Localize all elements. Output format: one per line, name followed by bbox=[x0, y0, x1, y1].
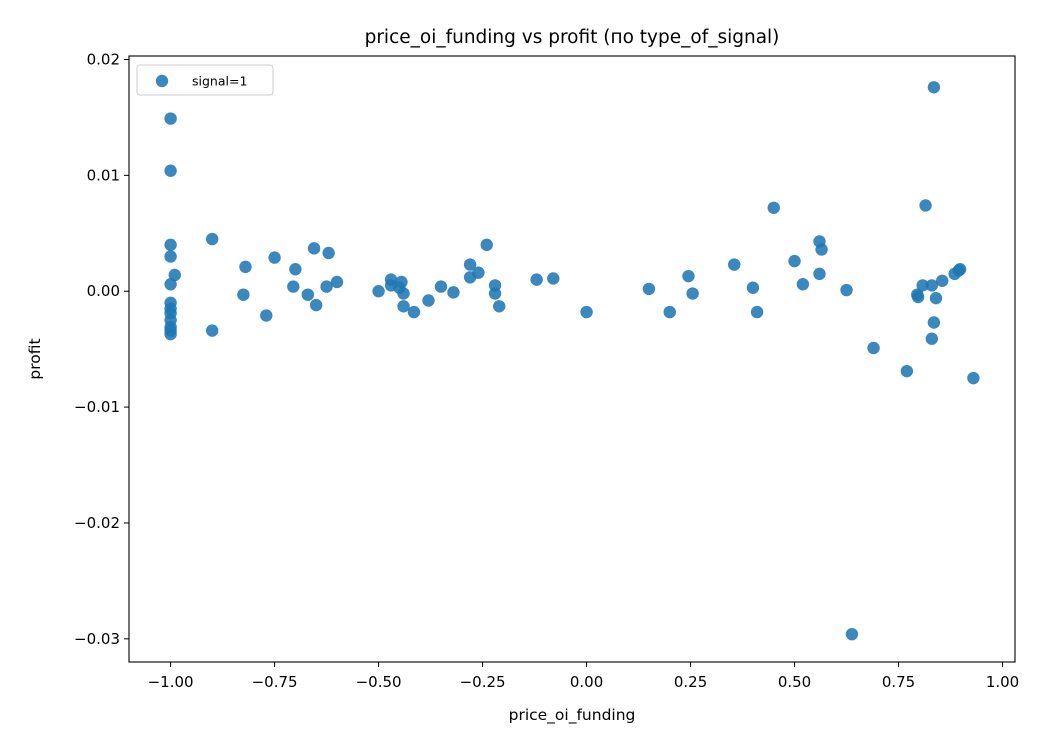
data-point bbox=[422, 294, 435, 307]
data-point bbox=[289, 263, 302, 276]
y-tick-label: 0.01 bbox=[87, 166, 120, 184]
data-point bbox=[493, 300, 506, 313]
x-tick-label: 0.50 bbox=[778, 673, 811, 691]
y-tick-label: −0.03 bbox=[74, 630, 120, 648]
legend: signal=1 bbox=[136, 64, 274, 96]
data-point bbox=[919, 199, 932, 212]
data-point bbox=[845, 627, 859, 641]
data-point bbox=[205, 232, 219, 246]
data-point bbox=[268, 251, 281, 264]
y-tick-label: 0.00 bbox=[87, 282, 120, 300]
data-point bbox=[728, 258, 741, 271]
plot-frame bbox=[128, 55, 1016, 663]
data-point bbox=[682, 269, 695, 283]
x-tick-label: 0.75 bbox=[882, 673, 915, 691]
data-point bbox=[287, 280, 300, 293]
data-point bbox=[953, 263, 967, 276]
legend-marker bbox=[155, 74, 169, 88]
data-point bbox=[397, 300, 410, 313]
data-point bbox=[642, 282, 656, 296]
data-point bbox=[867, 341, 880, 355]
plot-area bbox=[128, 55, 1016, 663]
data-point bbox=[164, 327, 177, 341]
data-point bbox=[788, 254, 801, 268]
x-axis: −1.00 −0.75 −0.50 −0.25 0.00 0.25 0.50 0.75 1.00 bbox=[148, 662, 1019, 691]
legend-label: signal=1 bbox=[192, 74, 247, 89]
data-point bbox=[322, 246, 335, 260]
data-point bbox=[205, 324, 219, 337]
data-point bbox=[796, 278, 810, 291]
data-point bbox=[480, 238, 493, 252]
data-point bbox=[447, 286, 460, 299]
data-point bbox=[397, 287, 410, 300]
data-point bbox=[580, 305, 593, 319]
data-point bbox=[164, 164, 177, 177]
data-point bbox=[309, 298, 323, 312]
x-tick-label: 0.25 bbox=[674, 673, 707, 691]
data-point bbox=[750, 305, 764, 319]
x-tick-label: −0.75 bbox=[252, 673, 298, 691]
data-point bbox=[372, 285, 385, 298]
data-point bbox=[330, 275, 344, 289]
y-tick-label: −0.01 bbox=[74, 398, 120, 416]
data-point bbox=[164, 250, 177, 263]
chart-title: price_oi_funding vs profit (по type_of_s… bbox=[365, 27, 780, 48]
x-tick-label: −0.50 bbox=[356, 673, 402, 691]
data-point bbox=[488, 287, 502, 300]
x-tick-label: −1.00 bbox=[148, 673, 194, 691]
data-point bbox=[472, 266, 485, 279]
data-point bbox=[547, 272, 560, 285]
x-axis-label: price_oi_funding bbox=[509, 706, 636, 725]
x-tick-label: 0.00 bbox=[570, 673, 603, 691]
data-point bbox=[407, 305, 421, 319]
data-point bbox=[840, 283, 853, 297]
legend-box bbox=[136, 64, 274, 96]
data-point bbox=[239, 260, 252, 274]
data-point bbox=[530, 273, 543, 286]
data-point bbox=[815, 243, 828, 256]
x-tick-label: −0.25 bbox=[460, 673, 506, 691]
data-point bbox=[767, 201, 780, 214]
data-point bbox=[967, 371, 980, 385]
data-point bbox=[927, 316, 941, 329]
data-point bbox=[168, 268, 181, 282]
data-point bbox=[813, 267, 826, 281]
y-tick-label: 0.02 bbox=[87, 50, 120, 68]
data-point bbox=[927, 81, 941, 94]
data-point bbox=[301, 288, 315, 301]
y-tick-label: −0.02 bbox=[74, 514, 120, 532]
data-point bbox=[260, 309, 273, 322]
y-axis: −0.03 −0.02 −0.01 0.00 0.01 0.02 bbox=[74, 50, 129, 648]
data-point bbox=[925, 332, 939, 345]
data-point bbox=[925, 279, 939, 292]
data-point bbox=[395, 275, 408, 289]
data-point bbox=[320, 280, 333, 293]
data-point bbox=[916, 279, 929, 292]
y-axis-label: profit bbox=[26, 338, 44, 379]
data-point bbox=[900, 364, 914, 378]
x-tick-label: 1.00 bbox=[986, 673, 1019, 691]
data-point bbox=[936, 274, 949, 287]
data-point bbox=[746, 281, 760, 294]
data-point bbox=[911, 290, 925, 304]
data-point bbox=[929, 291, 943, 305]
data-point bbox=[237, 288, 250, 301]
data-point bbox=[463, 258, 477, 271]
data-point bbox=[663, 305, 676, 319]
data-point bbox=[164, 238, 177, 252]
data-point bbox=[686, 287, 699, 300]
data-point bbox=[434, 280, 448, 293]
data-point bbox=[164, 278, 177, 291]
data-point bbox=[164, 112, 177, 125]
data-point bbox=[307, 242, 321, 255]
